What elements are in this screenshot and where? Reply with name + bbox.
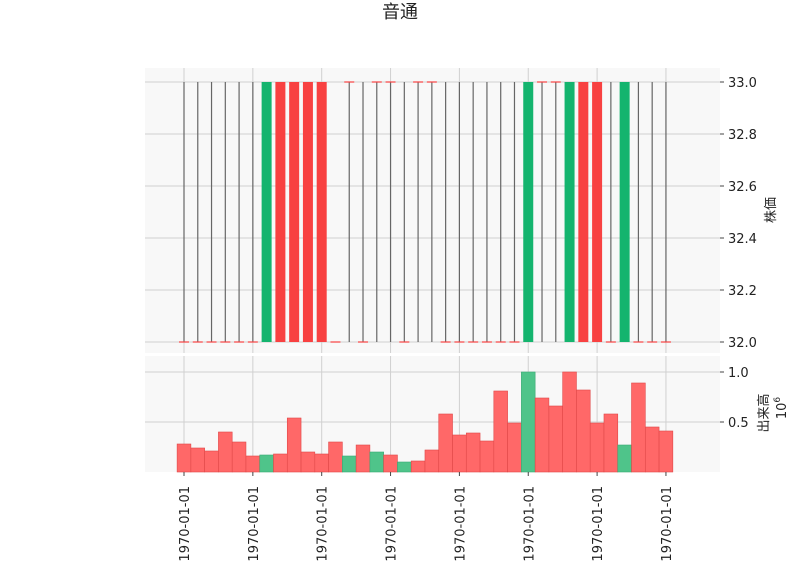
volume-bar (479, 440, 495, 473)
price-y-ticks: 32.0 32.2 32.4 32.6 32.8 33.0 (720, 76, 757, 351)
volume-bar (658, 430, 674, 473)
x-tick-label: 1970-01-01 (660, 486, 675, 562)
volume-bars (176, 371, 674, 473)
price-y-tick-label: 33.0 (728, 76, 757, 91)
candle-body (302, 82, 313, 342)
volume-bar (603, 413, 619, 473)
volume-y-tick-label: 1.0 (728, 366, 749, 381)
volume-bar (176, 443, 192, 473)
candle-body (523, 82, 534, 342)
price-y-tick-label: 32.4 (728, 232, 757, 247)
candle-body (564, 82, 575, 342)
candle-body (578, 82, 589, 342)
volume-bar (259, 454, 274, 473)
volume-bar (589, 422, 605, 473)
volume-bar (383, 454, 398, 473)
volume-bar (204, 450, 219, 473)
volume-bar (493, 390, 508, 473)
volume-bar (245, 455, 261, 473)
volume-scale-exponent: 6 (773, 397, 783, 403)
price-y-axis-label: 株価 (764, 197, 779, 223)
candle-body (261, 82, 272, 342)
candle-bodies (179, 81, 671, 343)
volume-bar (507, 422, 522, 473)
volume-bar (424, 449, 440, 473)
candle-body (592, 82, 603, 342)
x-tick-label: 1970-01-01 (522, 486, 537, 562)
volume-bar (438, 413, 453, 473)
x-axis-ticks: 1970-01-01 1970-01-01 1970-01-01 1970-01-01… (178, 472, 675, 562)
price-y-tick-label: 32.0 (728, 336, 757, 351)
volume-bar (644, 426, 660, 473)
volume-bar (342, 455, 357, 473)
price-y-tick-label: 32.6 (728, 180, 757, 195)
volume-y-tick-label: 0.5 (728, 416, 749, 431)
volume-bar (190, 447, 205, 473)
volume-y-ticks: 0.5 1.0 (720, 366, 749, 431)
x-tick-label: 1970-01-01 (591, 486, 606, 562)
chart-title: 音通 (382, 2, 418, 23)
volume-scale-factor: 106 (773, 397, 790, 420)
x-tick-label: 1970-01-01 (453, 486, 468, 562)
volume-bar (465, 432, 481, 473)
volume-bar (548, 405, 563, 473)
price-y-tick-label: 32.8 (728, 128, 757, 143)
candle-body (316, 82, 327, 342)
volume-bar (631, 382, 646, 473)
volume-scale-base: 10 (775, 403, 790, 420)
volume-bar (576, 389, 591, 473)
candle-body (619, 82, 630, 342)
x-tick-label: 1970-01-01 (247, 486, 262, 562)
volume-bar (534, 397, 550, 473)
volume-bar (452, 434, 467, 473)
volume-bar (521, 371, 536, 473)
x-tick-label: 1970-01-01 (178, 486, 193, 562)
x-tick-label: 1970-01-01 (385, 486, 400, 562)
volume-bar (369, 451, 384, 473)
volume-bar (231, 441, 247, 473)
candle-body (289, 82, 300, 342)
volume-bar (617, 444, 632, 473)
candle-body (275, 82, 286, 342)
volume-bar (314, 453, 329, 473)
volume-bar (355, 444, 371, 473)
volume-bar (328, 441, 343, 473)
volume-bar (410, 460, 426, 473)
volume-bar (286, 417, 302, 473)
volume-bar (300, 451, 316, 473)
volume-bar (562, 371, 577, 473)
volume-bar (218, 431, 233, 473)
volume-bar (397, 461, 412, 473)
volume-bar (273, 453, 288, 473)
x-tick-label: 1970-01-01 (316, 486, 331, 562)
price-y-tick-label: 32.2 (728, 284, 757, 299)
volume-y-axis-label: 出来高 (756, 393, 772, 432)
price-panel (145, 68, 720, 353)
